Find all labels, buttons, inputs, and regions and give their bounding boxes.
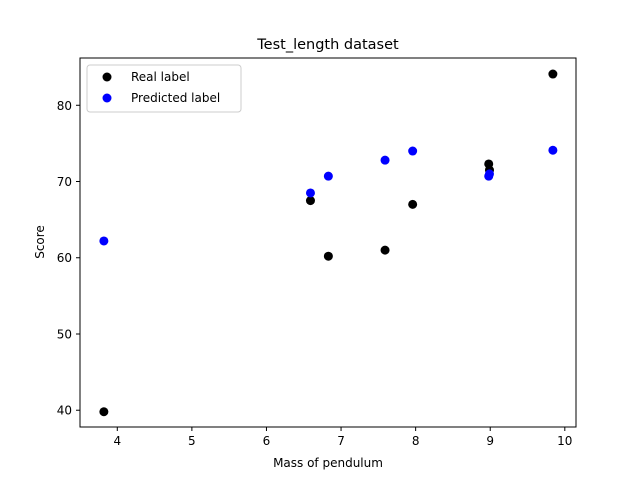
legend-marker-real xyxy=(102,72,112,82)
point-real-7 xyxy=(548,69,558,79)
legend-box xyxy=(86,64,242,113)
point-real-2 xyxy=(323,251,333,261)
y-tick-label-2: 60 xyxy=(57,251,72,265)
y-axis-label: Score xyxy=(33,225,47,259)
y-tick-label-1: 50 xyxy=(57,327,72,341)
point-predicted-7 xyxy=(548,145,558,155)
x-axis-label: Mass of pendulum xyxy=(273,456,383,470)
x-axis: 4 5 6 7 8 9 10 xyxy=(113,427,572,448)
legend-label-real: Real label xyxy=(131,70,190,84)
y-tick-label-4: 80 xyxy=(57,99,72,113)
x-tick-label-0: 4 xyxy=(113,434,121,448)
plot-area xyxy=(99,69,558,417)
point-predicted-6 xyxy=(484,169,494,179)
plot-frame xyxy=(79,57,577,428)
legend-marker-predicted xyxy=(102,93,112,103)
point-real-3 xyxy=(380,245,390,255)
x-tick-label-5: 9 xyxy=(486,434,494,448)
x-tick-label-4: 8 xyxy=(412,434,420,448)
point-predicted-1 xyxy=(305,188,315,198)
y-tick-label-0: 40 xyxy=(57,404,72,418)
x-tick-label-1: 5 xyxy=(188,434,196,448)
point-predicted-4 xyxy=(408,146,418,156)
chart-title: Test_length dataset xyxy=(256,37,399,53)
point-real-1 xyxy=(305,196,315,206)
point-real-0 xyxy=(99,407,109,417)
legend: Real label Predicted label xyxy=(86,64,242,113)
y-axis: 40 50 60 70 80 xyxy=(57,99,80,418)
point-real-4 xyxy=(408,199,418,209)
x-tick-label-3: 7 xyxy=(337,434,345,448)
point-predicted-2 xyxy=(323,171,333,181)
point-predicted-0 xyxy=(99,236,109,246)
point-predicted-3 xyxy=(380,155,390,165)
x-tick-label-6: 10 xyxy=(557,434,572,448)
legend-label-predicted: Predicted label xyxy=(131,91,220,105)
y-tick-label-3: 70 xyxy=(57,175,72,189)
x-tick-label-2: 6 xyxy=(263,434,271,448)
